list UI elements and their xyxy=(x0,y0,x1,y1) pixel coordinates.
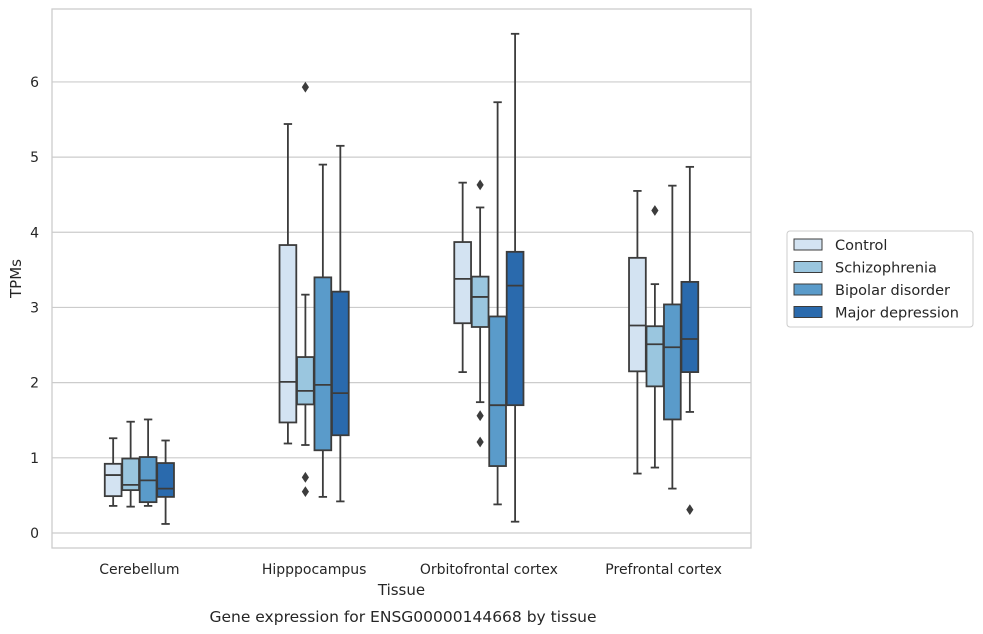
outlier-point xyxy=(476,410,484,422)
chart-caption: Gene expression for ENSG00000144668 by t… xyxy=(209,608,596,626)
y-axis-label: TPMs xyxy=(7,259,25,299)
box-iqr xyxy=(470,275,490,328)
y-tick-label: 3 xyxy=(30,300,39,316)
legend-swatch xyxy=(793,238,823,251)
box-iqr xyxy=(628,256,647,373)
box-1-2 xyxy=(313,163,333,498)
box-iqr xyxy=(103,462,123,498)
x-axis-label: Tissue xyxy=(377,581,425,599)
y-tick-label: 6 xyxy=(30,75,39,91)
box-0-2 xyxy=(138,418,158,507)
box-iqr xyxy=(278,244,298,424)
legend-frame xyxy=(786,230,974,328)
outlier-point xyxy=(301,486,309,498)
box-1-1 xyxy=(296,81,315,498)
outlier-point xyxy=(301,81,309,93)
box-3-0 xyxy=(628,190,647,475)
box-2-0 xyxy=(453,181,472,373)
box-2-1 xyxy=(470,179,490,448)
box-1-3 xyxy=(331,144,350,503)
box-1-0 xyxy=(278,123,298,445)
y-tick-labels: 0 1 2 3 4 5 6 xyxy=(30,75,39,542)
box-2-2 xyxy=(488,101,507,506)
outlier-point xyxy=(476,436,484,448)
box-0-3 xyxy=(156,439,175,525)
box-2-3 xyxy=(505,32,525,523)
x-tick-labels: Cerebellum Hipppocampus Orbitofrontal cort… xyxy=(99,562,722,578)
legend-label: Bipolar disorder xyxy=(835,283,950,299)
box-iqr xyxy=(331,290,350,437)
outlier-point xyxy=(476,179,484,191)
y-tick-label: 1 xyxy=(30,451,39,467)
box-3-2 xyxy=(663,184,682,490)
box-iqr xyxy=(313,276,333,452)
plot-frame xyxy=(51,8,752,549)
box-0-1 xyxy=(121,420,140,508)
legend-swatch xyxy=(793,261,823,273)
outlier-point xyxy=(301,471,309,483)
x-tick-label: Orbitofrontal cortex xyxy=(420,562,558,578)
legend-label: Major depression xyxy=(835,306,959,322)
y-tick-label: 5 xyxy=(30,150,39,166)
legend-label: Schizophrenia xyxy=(835,261,937,277)
outlier-point xyxy=(651,205,659,216)
box-iqr xyxy=(488,315,507,467)
x-tick-label: Prefrontal cortex xyxy=(605,562,722,578)
legend-swatch xyxy=(793,306,823,318)
outlier-point xyxy=(686,504,694,516)
legend: Control Schizophrenia Bipolar disorder Majo… xyxy=(786,230,974,328)
gridlines xyxy=(52,81,751,534)
box-3-1 xyxy=(645,205,665,469)
x-tick-label: Hipppocampus xyxy=(262,562,367,578)
box-iqr xyxy=(505,250,525,407)
y-tick-label: 4 xyxy=(30,225,39,241)
box-iqr xyxy=(680,280,700,373)
legend-label: Control xyxy=(835,238,887,254)
box-0-0 xyxy=(103,437,123,507)
box-iqr xyxy=(156,462,175,498)
plot-marks xyxy=(103,32,700,525)
y-tick-label: 0 xyxy=(30,526,39,542)
x-tick-label: Cerebellum xyxy=(99,562,179,578)
y-tick-label: 2 xyxy=(30,376,39,392)
box-iqr xyxy=(453,241,472,325)
box-iqr xyxy=(663,303,682,421)
legend-swatch xyxy=(793,283,823,296)
box-iqr xyxy=(296,356,315,406)
box-3-3 xyxy=(680,165,700,516)
box-iqr xyxy=(645,325,665,388)
